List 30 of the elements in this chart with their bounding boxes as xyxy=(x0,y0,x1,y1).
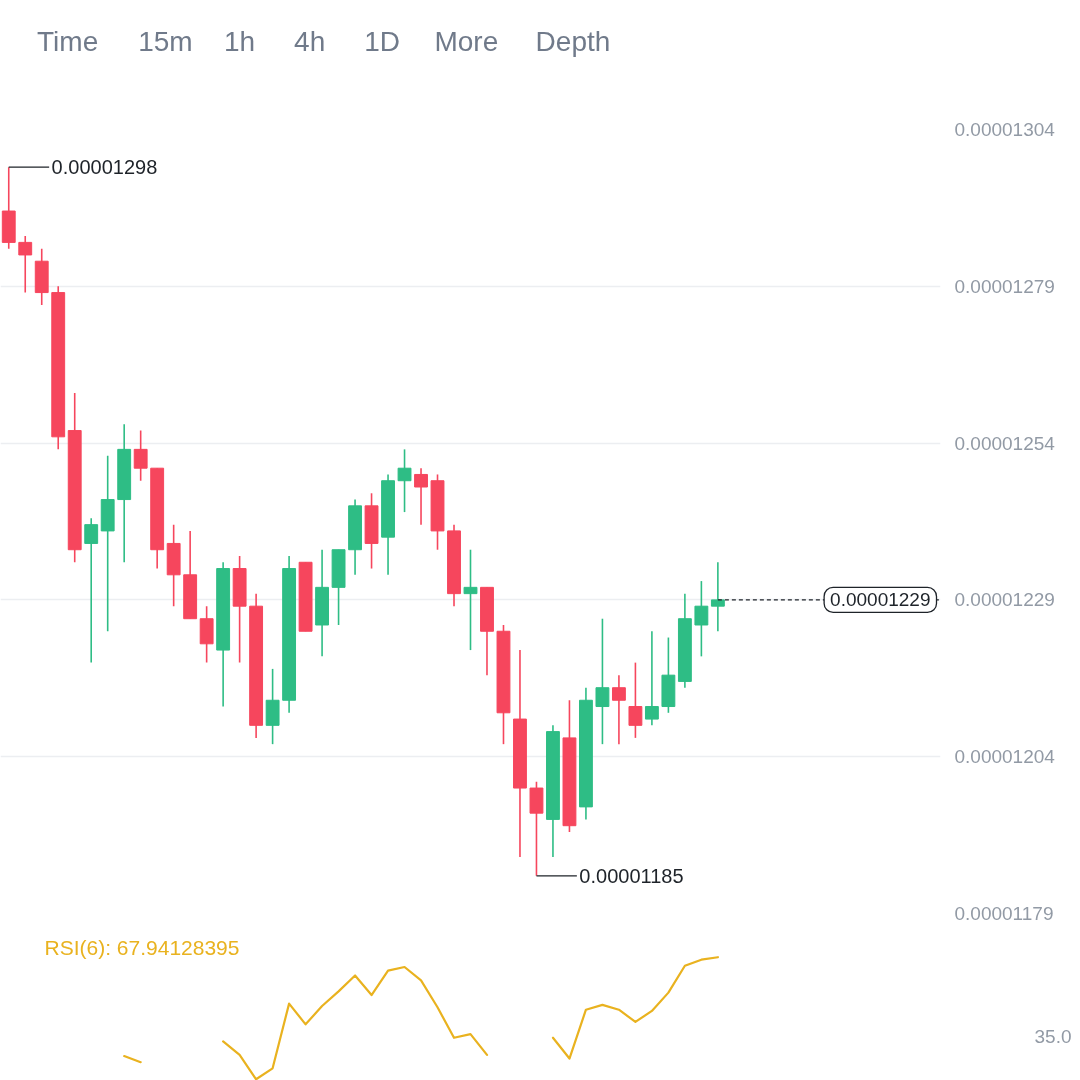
y-tick-label: 0.00001304 xyxy=(954,119,1056,140)
candlestick xyxy=(710,561,725,633)
candlestick xyxy=(611,674,626,745)
annotation: 0.00001298 xyxy=(51,156,158,179)
candlestick xyxy=(694,580,709,658)
candlestick xyxy=(84,517,99,664)
candlestick xyxy=(414,467,428,526)
candlestick xyxy=(18,235,33,294)
candlestick xyxy=(463,548,478,651)
y-tick-label: 0.00001204 xyxy=(954,746,1056,768)
y-tick-label: 0.00001179 xyxy=(954,903,1054,924)
text: Time xyxy=(37,26,99,57)
y-tick-label: 0.00001279 xyxy=(954,275,1055,297)
text: 1D xyxy=(364,26,401,57)
candlestick xyxy=(644,630,659,727)
y-tick-label: 0.00001254 xyxy=(954,432,1056,454)
text: 4h xyxy=(294,26,326,57)
text: More xyxy=(434,26,499,57)
candlestick xyxy=(133,429,148,482)
y-tick-label: 0.00001229 xyxy=(954,589,1055,611)
text: 1h xyxy=(223,26,256,57)
chart-title: RSI(6): 67.94128395 xyxy=(44,935,240,959)
text: 15m xyxy=(138,26,193,57)
ref-line-label: 0.00001229 xyxy=(830,589,931,611)
annotation: 0.00001185 xyxy=(579,864,684,887)
candlestick xyxy=(595,617,610,745)
candlestick xyxy=(628,661,643,739)
candlestick xyxy=(397,448,412,513)
text: Depth xyxy=(535,26,611,57)
text: 35.0 xyxy=(1034,1025,1072,1047)
